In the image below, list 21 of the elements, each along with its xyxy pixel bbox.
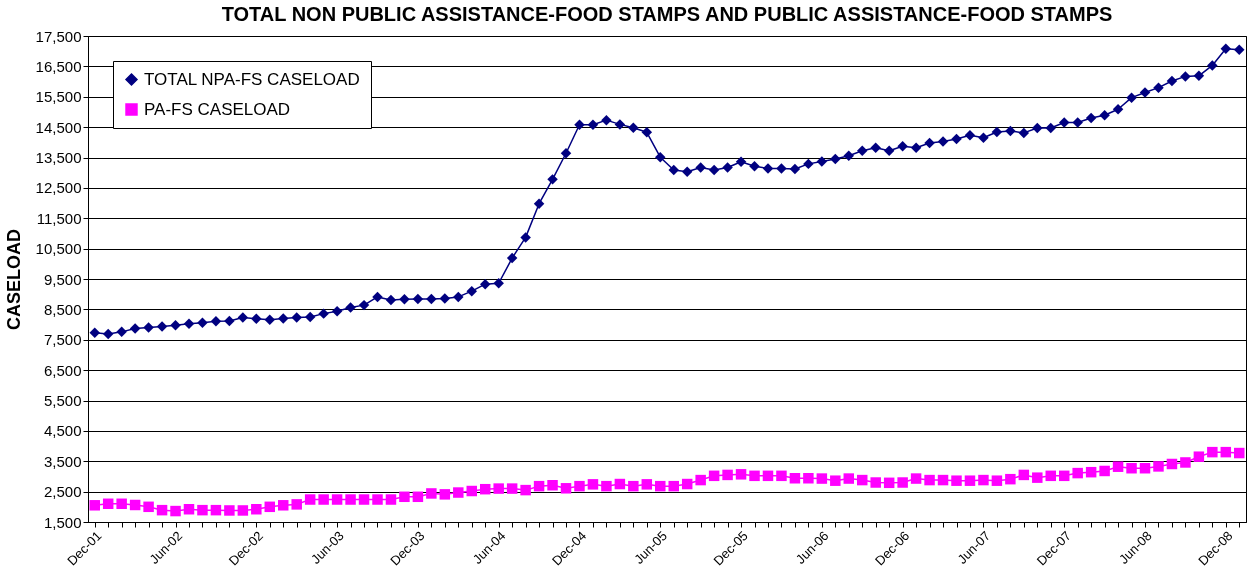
y-tick-label: 1,500 (43, 513, 82, 531)
y-tick-label: 4,500 (43, 422, 82, 440)
y-tick-label: 5,500 (43, 392, 82, 409)
y-tick-label: 9,500 (43, 270, 82, 288)
y-tick-label: 3,500 (43, 452, 82, 470)
y-tick-label: 8,500 (43, 300, 82, 318)
y-tick-label: 16,500 (35, 57, 82, 75)
legend-label: TOTAL NPA-FS CASELOAD (144, 69, 360, 89)
y-tick-label: 6,500 (43, 361, 82, 379)
y-tick-label: 7,500 (43, 331, 82, 349)
y-tick-label: 12,500 (35, 179, 82, 197)
y-tick-label: 2,500 (43, 483, 82, 501)
y-axis-title: CASELOAD (3, 228, 24, 331)
y-tick-label: 10,500 (35, 240, 82, 258)
y-tick-label: 11,500 (36, 209, 82, 227)
y-tick-label: 13,500 (35, 149, 82, 166)
y-tick-label: 14,500 (35, 118, 82, 136)
y-tick-label: 15,500 (35, 88, 82, 106)
y-tick-label: 17,500 (35, 27, 82, 45)
chart-title: TOTAL NON PUBLIC ASSISTANCE-FOOD STAMPS AND PUBLIC ASSISTANCE-FOOD STAMPS (221, 3, 1113, 25)
legend-label: PA-FS CASELOAD (144, 99, 291, 119)
